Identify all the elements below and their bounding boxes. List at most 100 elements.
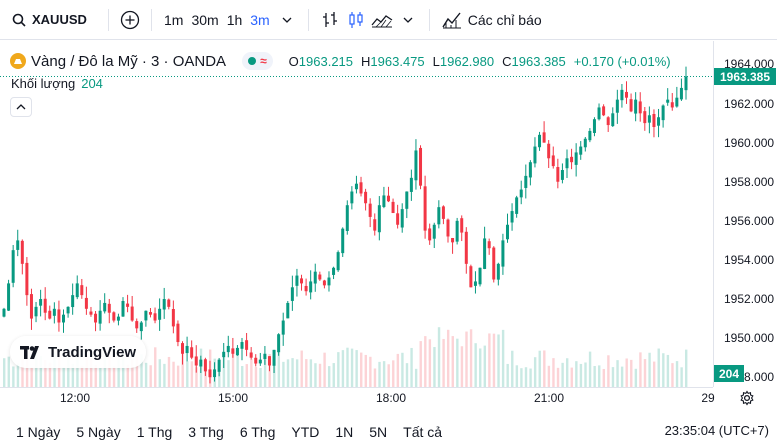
last-price-tag: 1963.385 [714, 68, 776, 86]
range-button[interactable]: 6 Thg [239, 423, 276, 440]
volume-bar [44, 359, 47, 387]
range-button[interactable]: 5 Ngày [76, 423, 121, 440]
volume-bar [501, 329, 505, 387]
ohlc-bars-icon [322, 11, 337, 27]
range-button[interactable]: 3 Thg [188, 423, 224, 440]
candlestick-icon [349, 11, 363, 28]
candle [116, 313, 120, 326]
candle [57, 300, 61, 332]
volume-bar [39, 356, 43, 387]
candle [620, 83, 624, 108]
candle [245, 332, 249, 357]
candle [194, 345, 198, 373]
symbol-search-button[interactable]: XAUUSD [12, 6, 100, 34]
interval-30m[interactable]: 30m [191, 11, 219, 28]
candle [460, 215, 464, 242]
candle [66, 306, 70, 318]
time-scale[interactable]: 12:00 15:00 18:00 21:00 29 [0, 387, 715, 409]
volume-bar [506, 363, 509, 387]
candle [304, 278, 308, 296]
low-label: L [432, 53, 440, 69]
candle [528, 160, 532, 186]
range-button[interactable]: YTD [291, 423, 320, 440]
candle [451, 237, 455, 254]
tradingview-logo[interactable]: TradingView [10, 336, 147, 368]
volume-bar [414, 368, 418, 387]
volume-bar [607, 355, 610, 387]
volume-bar [85, 356, 88, 387]
volume-bar [144, 362, 148, 387]
volume-bar [533, 357, 537, 387]
volume-bar [460, 346, 464, 387]
candle [309, 270, 313, 300]
candle [327, 271, 331, 292]
volume-bar [593, 365, 596, 387]
indicators-icon [442, 12, 461, 28]
indicators-button[interactable]: Các chỉ báo [438, 6, 542, 34]
volume-bar [387, 364, 390, 387]
volume-bar [474, 343, 477, 387]
interval-1m[interactable]: 1m [164, 11, 184, 28]
area-chart-style-button[interactable] [369, 6, 395, 34]
volume-bar [318, 363, 322, 387]
bar-chart-style-button[interactable] [317, 6, 343, 34]
plus-circle-icon [120, 10, 140, 29]
candle [235, 345, 239, 356]
volume-label[interactable]: Khối lượng [11, 76, 76, 91]
tradingview-logo-icon [20, 345, 39, 359]
volume-bar [259, 367, 262, 387]
candle [359, 176, 363, 197]
volume-bar [685, 349, 688, 387]
candle [670, 93, 674, 111]
market-status-badge[interactable]: ≈ [242, 52, 273, 70]
range-button[interactable]: 1 Ngày [16, 423, 61, 440]
compare-symbol-button[interactable] [117, 6, 143, 34]
candle [318, 271, 322, 281]
price-chart[interactable] [0, 41, 713, 387]
open-value: 1963.215 [298, 53, 354, 69]
range-button[interactable]: Tất cả [403, 423, 443, 440]
candle [153, 307, 157, 324]
candle-chart-style-button[interactable] [343, 6, 369, 34]
volume-bar [158, 359, 162, 387]
collapse-legend-button[interactable] [10, 97, 32, 117]
volume-bar [282, 361, 285, 387]
interval-dropdown-button[interactable] [274, 6, 300, 34]
candle [396, 204, 400, 229]
volume-bar [369, 356, 372, 387]
volume-bar [451, 336, 454, 387]
interval-1h[interactable]: 1h [226, 11, 243, 28]
candle [588, 128, 592, 143]
candle [126, 294, 130, 313]
candle [483, 226, 487, 270]
interval-3m[interactable]: 3m [250, 11, 270, 28]
candle [414, 139, 418, 190]
candle [295, 268, 299, 297]
toolbar-divider [307, 8, 309, 31]
candle [267, 356, 271, 372]
volume-bar [579, 363, 583, 387]
clock-timezone[interactable]: 23:35:04 (UTC+7) [664, 423, 769, 438]
candle [515, 195, 519, 218]
volume-bar [611, 367, 615, 387]
candle [634, 92, 638, 122]
range-button[interactable]: 5N [369, 423, 388, 440]
chart-style-dropdown-button[interactable] [395, 6, 421, 34]
volume-bar [195, 367, 198, 387]
candle [478, 267, 482, 287]
volume-bar [67, 358, 70, 387]
price-scale[interactable]: 1964.000 1962.000 1960.000 1958.000 1956.000… [713, 41, 777, 387]
symbol-title[interactable]: Vàng / Đô la Mỹ · 3 · OANDA [31, 52, 227, 70]
candle [52, 302, 56, 324]
candle [84, 286, 88, 315]
chevron-down-icon [403, 17, 413, 23]
candle [286, 300, 290, 319]
chart-settings-button[interactable] [738, 389, 756, 407]
volume-bar [373, 368, 377, 387]
range-button[interactable]: 1 Thg [136, 423, 173, 440]
volume-bar [483, 345, 487, 387]
volume-bar [186, 361, 189, 387]
candle [34, 301, 38, 323]
candle [583, 136, 587, 152]
range-button[interactable]: 1N [335, 423, 354, 440]
